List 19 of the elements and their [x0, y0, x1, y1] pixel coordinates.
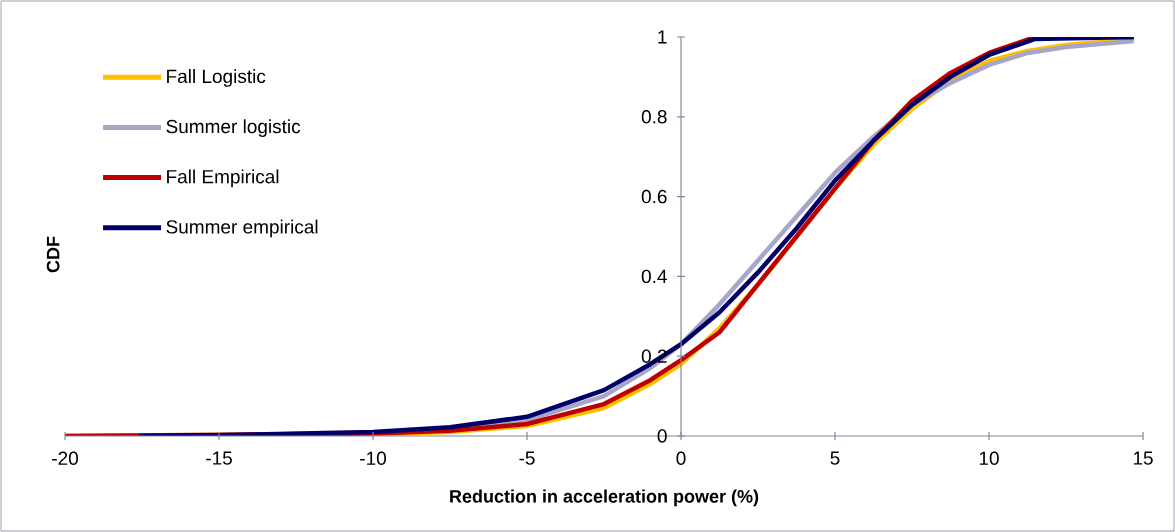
legend-label: Fall Empirical [167, 169, 279, 188]
x-tick-label: 0 [676, 451, 686, 465]
legend-label: Summer empirical [166, 219, 318, 238]
y-axis-title: CDF [46, 236, 60, 273]
x-tick-label: -15 [206, 451, 232, 465]
y-tick-label: 1 [658, 30, 667, 44]
x-tick-label: 15 [1133, 451, 1153, 465]
legend-label: Summer logistic [166, 119, 301, 137]
x-tick-label: -5 [519, 451, 535, 465]
legend-label: Fall Logistic [167, 69, 266, 87]
x-tick-label: -20 [52, 451, 78, 465]
x-tick-label: 10 [979, 451, 999, 465]
y-tick-label: 0.8 [641, 110, 667, 124]
x-tick-label: 5 [830, 451, 840, 465]
y-tick-label: 0.6 [641, 189, 667, 204]
x-tick-label: -10 [360, 451, 386, 465]
x-axis-title: Reduction in acceleration power (%) [450, 489, 759, 507]
y-tick-label: 0 [657, 429, 667, 443]
y-tick-label: 0.4 [641, 269, 667, 284]
